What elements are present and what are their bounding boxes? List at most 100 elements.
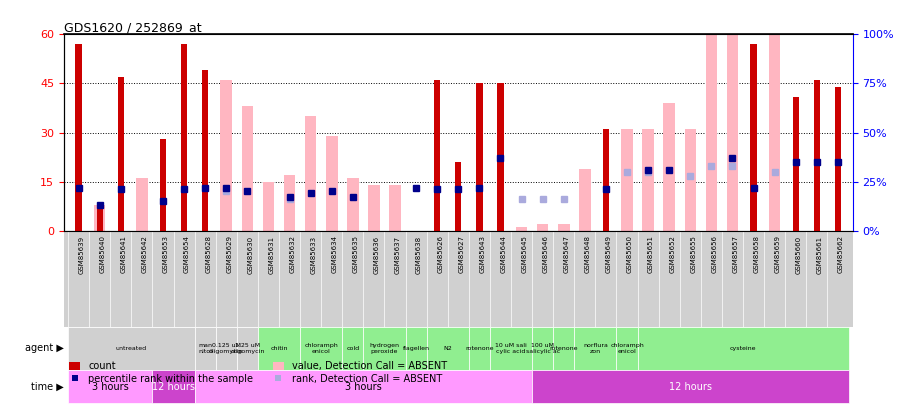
- Text: GSM85637: GSM85637: [394, 235, 401, 274]
- Text: 100 uM
salicylic ac: 100 uM salicylic ac: [525, 343, 559, 354]
- Text: 3 hours: 3 hours: [344, 382, 382, 392]
- Bar: [180, 44, 187, 231]
- Text: 12 hours: 12 hours: [152, 382, 195, 392]
- Text: GSM85658: GSM85658: [752, 235, 759, 273]
- Bar: [201, 70, 208, 231]
- Bar: [97, 208, 103, 231]
- Text: 10 uM sali
cylic acid: 10 uM sali cylic acid: [495, 343, 527, 354]
- Bar: [194, 327, 216, 370]
- Text: man
nitol: man nitol: [198, 343, 212, 354]
- Bar: [813, 80, 819, 231]
- Bar: [578, 168, 590, 231]
- Bar: [602, 129, 609, 231]
- Text: GSM85655: GSM85655: [690, 235, 695, 273]
- Bar: [118, 77, 124, 231]
- Bar: [616, 327, 637, 370]
- Text: GSM85646: GSM85646: [542, 235, 548, 273]
- Text: chloramph
enicol: chloramph enicol: [609, 343, 643, 354]
- Bar: [159, 139, 166, 231]
- Bar: [405, 327, 426, 370]
- Bar: [342, 327, 363, 370]
- Bar: [76, 44, 82, 231]
- Text: GSM85639: GSM85639: [78, 235, 85, 274]
- Bar: [241, 107, 253, 231]
- Text: GSM85634: GSM85634: [332, 235, 337, 273]
- Text: N2: N2: [443, 346, 452, 351]
- Bar: [300, 327, 342, 370]
- Bar: [152, 370, 194, 403]
- Bar: [834, 87, 840, 231]
- Bar: [516, 228, 527, 231]
- Text: GSM85650: GSM85650: [627, 235, 632, 273]
- Bar: [258, 327, 300, 370]
- Bar: [368, 185, 379, 231]
- Bar: [434, 80, 440, 231]
- Bar: [216, 327, 237, 370]
- Text: GSM85660: GSM85660: [795, 235, 801, 274]
- Text: GSM85645: GSM85645: [521, 235, 527, 273]
- Text: 1.25 uM
oligomycin: 1.25 uM oligomycin: [230, 343, 264, 354]
- Bar: [750, 44, 756, 231]
- Text: GSM85640: GSM85640: [99, 235, 106, 273]
- Text: GDS1620 / 252869_at: GDS1620 / 252869_at: [64, 21, 201, 34]
- Bar: [325, 136, 337, 231]
- Text: untreated: untreated: [116, 346, 147, 351]
- Text: chloramph
enicol: chloramph enicol: [304, 343, 338, 354]
- Text: rotenone: rotenone: [465, 346, 493, 351]
- Bar: [68, 327, 194, 370]
- Bar: [662, 103, 674, 231]
- Text: GSM85644: GSM85644: [500, 235, 506, 273]
- Bar: [237, 327, 258, 370]
- Legend: count, percentile rank within the sample, value, Detection Call = ABSENT, rank, : count, percentile rank within the sample…: [68, 361, 446, 384]
- Bar: [68, 370, 152, 403]
- Bar: [537, 224, 548, 231]
- Text: GSM85661: GSM85661: [816, 235, 822, 274]
- Text: GSM85638: GSM85638: [415, 235, 422, 274]
- Text: chitin: chitin: [270, 346, 288, 351]
- Text: GSM85627: GSM85627: [457, 235, 464, 273]
- Text: GSM85642: GSM85642: [142, 235, 148, 273]
- Text: GSM85631: GSM85631: [268, 235, 274, 274]
- Text: GSM85649: GSM85649: [605, 235, 611, 273]
- Bar: [468, 327, 489, 370]
- Text: GSM85648: GSM85648: [584, 235, 590, 273]
- Text: cold: cold: [346, 346, 359, 351]
- Bar: [768, 25, 780, 231]
- Bar: [363, 327, 405, 370]
- Text: GSM85629: GSM85629: [226, 235, 232, 273]
- Text: GSM85630: GSM85630: [247, 235, 253, 274]
- Text: agent ▶: agent ▶: [25, 343, 64, 354]
- Text: GSM85641: GSM85641: [120, 235, 127, 273]
- Text: GSM85654: GSM85654: [184, 235, 189, 273]
- Text: GSM85659: GSM85659: [773, 235, 780, 273]
- Bar: [684, 129, 695, 231]
- Text: GSM85653: GSM85653: [163, 235, 169, 273]
- Bar: [496, 83, 503, 231]
- Text: GSM85636: GSM85636: [374, 235, 380, 274]
- Text: GSM85628: GSM85628: [205, 235, 211, 273]
- Text: GSM85662: GSM85662: [837, 235, 843, 273]
- Bar: [455, 162, 461, 231]
- Bar: [476, 83, 482, 231]
- Bar: [531, 327, 553, 370]
- Bar: [346, 178, 358, 231]
- Text: GSM85626: GSM85626: [436, 235, 443, 273]
- Text: GSM85635: GSM85635: [353, 235, 358, 273]
- Bar: [705, 15, 716, 231]
- Text: GSM85657: GSM85657: [732, 235, 738, 273]
- Bar: [620, 129, 632, 231]
- Bar: [262, 181, 274, 231]
- Text: GSM85656: GSM85656: [711, 235, 717, 273]
- Text: GSM85643: GSM85643: [479, 235, 485, 273]
- Text: hydrogen
peroxide: hydrogen peroxide: [369, 343, 399, 354]
- Bar: [94, 205, 106, 231]
- Text: GSM85632: GSM85632: [289, 235, 295, 273]
- Text: norflura
zon: norflura zon: [582, 343, 607, 354]
- Bar: [641, 129, 653, 231]
- Bar: [726, 15, 738, 231]
- Bar: [194, 370, 531, 403]
- Text: cysteine: cysteine: [729, 346, 755, 351]
- Bar: [489, 327, 531, 370]
- Bar: [637, 327, 847, 370]
- Bar: [553, 327, 574, 370]
